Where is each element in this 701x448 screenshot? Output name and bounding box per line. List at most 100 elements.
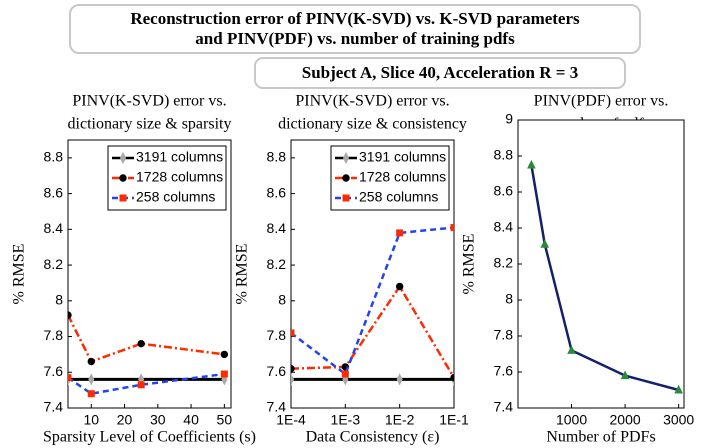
- y-tick-label: 8: [55, 292, 63, 308]
- x-tick-label: 1E-4: [276, 412, 306, 428]
- legend-label: 258 columns: [136, 189, 215, 205]
- y-tick-label: 7.4: [44, 399, 64, 415]
- x-tick-label: 40: [183, 412, 199, 428]
- marker: [567, 345, 576, 354]
- y-tick-label: 8.8: [267, 149, 287, 165]
- y-tick-label: 8.2: [494, 255, 514, 271]
- series-line: [68, 372, 225, 396]
- marker: [620, 370, 630, 380]
- marker: [395, 282, 404, 291]
- x-axis-label: Number of PDFs: [546, 429, 655, 446]
- legend-box: [107, 145, 227, 211]
- legend-label: 3191 columns: [136, 149, 223, 165]
- marker: [137, 381, 145, 389]
- y-axis-label: % RMSE: [461, 234, 478, 295]
- y-tick-label: 8.8: [44, 149, 64, 165]
- legend-label: 1728 columns: [359, 169, 446, 185]
- marker: [527, 159, 536, 169]
- marker: [137, 339, 145, 348]
- legend-marker: [119, 174, 127, 182]
- x-tick-label: 50: [217, 412, 233, 428]
- x-axis-label: Data Consistency (ε): [306, 429, 440, 446]
- marker: [291, 329, 295, 337]
- y-tick-label: 7.6: [494, 363, 514, 379]
- legend-label: 1728 columns: [136, 169, 223, 185]
- y-tick-label: 9: [505, 111, 513, 127]
- plot-group: [68, 311, 229, 398]
- x-tick-label: 10: [83, 412, 99, 428]
- x-tick-label: 20: [117, 412, 133, 428]
- series-line: [68, 314, 225, 364]
- marker: [68, 311, 72, 319]
- plot-group: [527, 159, 683, 394]
- y-tick-label: 8.6: [267, 184, 287, 200]
- marker: [396, 229, 404, 237]
- y-tick-label: 8.4: [267, 220, 287, 236]
- y-tick-label: 7.4: [494, 399, 514, 415]
- marker: [396, 373, 403, 386]
- header-title: Reconstruction error of PINV(K-SVD) vs. …: [130, 9, 580, 28]
- chart-title: PINV(K-SVD) error vs.: [295, 93, 449, 110]
- marker: [450, 373, 454, 382]
- y-tick-label: 8.6: [44, 184, 64, 200]
- legend-marker: [342, 174, 350, 182]
- plot-area: [517, 119, 685, 409]
- y-tick-label: 8.6: [494, 183, 514, 199]
- marker: [220, 370, 228, 378]
- y-tick-label: 7.8: [44, 327, 64, 343]
- y-tick-label: 8.4: [494, 219, 514, 235]
- y-axis-label: % RMSE: [234, 244, 251, 305]
- x-tick-label: 30: [150, 412, 166, 428]
- marker: [87, 390, 95, 398]
- plot-group: [291, 224, 454, 386]
- y-tick-label: 7.6: [44, 363, 64, 379]
- y-tick-label: 8: [505, 291, 513, 307]
- legend-label: 258 columns: [359, 189, 438, 205]
- legend-marker: [119, 151, 127, 165]
- chart-title: dictionary size & sparsity: [68, 116, 232, 133]
- legend-marker: [342, 151, 350, 165]
- header-subtitle: Subject A, Slice 40, Acceleration R = 3: [302, 63, 578, 82]
- chart-title: PINV(K-SVD) error vs.: [72, 93, 226, 110]
- header-title: and PINV(PDF) vs. number of training pdf…: [195, 29, 515, 48]
- title-box: [69, 4, 641, 54]
- legend-box: [330, 145, 450, 211]
- marker: [88, 373, 95, 386]
- marker: [220, 350, 229, 359]
- subtitle-box: [254, 57, 626, 89]
- x-tick-label: 3000: [663, 412, 694, 428]
- y-tick-label: 8: [278, 292, 286, 308]
- x-tick-label: 1E-1: [439, 412, 469, 428]
- y-tick-label: 7.4: [267, 399, 287, 415]
- marker: [68, 374, 72, 382]
- marker: [450, 224, 454, 232]
- legend-marker: [119, 194, 127, 202]
- chart-title: PINV(PDF) error vs.: [534, 93, 669, 110]
- marker: [341, 370, 349, 378]
- y-tick-label: 7.8: [267, 327, 287, 343]
- x-tick-label: 2000: [610, 412, 641, 428]
- marker: [540, 239, 550, 248]
- y-tick-label: 8.4: [44, 220, 64, 236]
- legend-label: 3191 columns: [359, 149, 446, 165]
- x-tick-label: 1E-3: [331, 412, 361, 428]
- y-axis-label: % RMSE: [11, 244, 28, 305]
- marker: [291, 373, 295, 386]
- series-line: [291, 284, 454, 379]
- series-line: [291, 226, 454, 377]
- marker: [87, 357, 95, 366]
- y-tick-label: 7.6: [267, 363, 287, 379]
- y-tick-label: 7.8: [494, 327, 514, 343]
- legend-marker: [342, 194, 350, 202]
- x-axis-label: Sparsity Level of Coefficients (s): [43, 429, 256, 446]
- x-tick-label: 1000: [556, 412, 587, 428]
- y-tick-label: 8.2: [267, 256, 287, 272]
- marker: [291, 364, 295, 373]
- x-tick-label: 1E-2: [385, 412, 415, 428]
- chart-title: dictionary size & consistency: [278, 116, 467, 133]
- y-tick-label: 8.2: [44, 256, 64, 272]
- y-tick-label: 8.8: [494, 147, 514, 163]
- marker: [674, 384, 683, 394]
